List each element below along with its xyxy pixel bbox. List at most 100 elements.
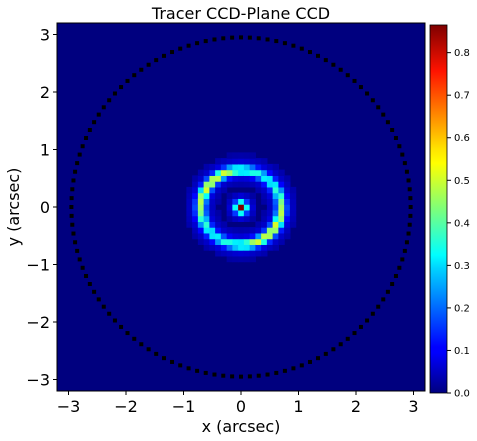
heatmap-pixel xyxy=(266,238,274,245)
heatmap-pixel xyxy=(261,192,268,199)
heatmap-pixel xyxy=(238,198,245,205)
mask-border-point xyxy=(178,46,183,51)
heatmap-pixel xyxy=(243,209,251,217)
mask-border-point xyxy=(71,178,76,183)
heatmap-pixel xyxy=(261,244,268,251)
heatmap-pixel xyxy=(232,255,239,263)
heatmap-pixel xyxy=(209,163,216,171)
heatmap-pixel xyxy=(289,221,297,228)
mask-border-point xyxy=(316,356,321,361)
heatmap-pixel xyxy=(255,169,262,176)
mask-border-point xyxy=(119,85,124,90)
heatmap-pixel xyxy=(192,227,199,234)
heatmap-pixel xyxy=(232,250,239,257)
heatmap-pixel xyxy=(243,232,251,240)
heatmap-pixel xyxy=(203,238,210,245)
heatmap-pixel xyxy=(215,221,222,228)
heatmap-pixel xyxy=(249,192,256,199)
heatmap-pixel xyxy=(197,192,205,199)
heatmap-pixel xyxy=(243,181,251,188)
heatmap-pixel xyxy=(197,181,205,188)
heatmap-pixel xyxy=(261,250,268,257)
heatmap-pixel xyxy=(272,238,279,245)
heatmap-pixel xyxy=(289,215,297,222)
x-tick-label: 1 xyxy=(293,397,303,416)
heatmap-pixel xyxy=(197,209,205,217)
colorbar-tick-label: 0.7 xyxy=(454,91,470,102)
heatmap-pixel xyxy=(261,163,268,171)
heatmap-pixel xyxy=(266,227,274,234)
mask-border-point xyxy=(77,257,82,262)
mask-border-point xyxy=(406,178,411,183)
mask-border-point xyxy=(70,187,75,192)
heatmap-pixel xyxy=(255,244,262,251)
heatmap-pixel xyxy=(261,227,268,234)
heatmap-pixel xyxy=(226,244,233,251)
colorbar-tick-label: 0.1 xyxy=(454,346,470,357)
heatmap-pixel xyxy=(266,215,274,222)
heatmap-pixel xyxy=(192,198,199,205)
mask-border-point xyxy=(146,62,151,67)
heatmap-pixel xyxy=(272,221,279,228)
heatmap-pixel xyxy=(272,204,279,211)
mask-border-point xyxy=(402,248,407,253)
heatmap-pixel xyxy=(203,186,210,194)
heatmap-pixel xyxy=(243,158,251,165)
colorbar-tick-label: 0.0 xyxy=(454,389,470,400)
heatmap-pixel xyxy=(266,232,274,240)
mask-border-point xyxy=(80,144,85,149)
heatmap-pixel xyxy=(284,204,291,211)
heatmap-pixel xyxy=(266,221,274,228)
heatmap-pixel xyxy=(284,198,291,205)
mask-border-point xyxy=(69,205,74,209)
mask-border-point xyxy=(92,289,97,294)
mask-border-point xyxy=(256,373,261,378)
heatmap-pixel xyxy=(243,163,251,171)
heatmap-pixel xyxy=(284,221,291,228)
heatmap-pixel xyxy=(278,181,285,188)
mask-border-point xyxy=(407,187,412,192)
heatmap-pixel xyxy=(226,232,233,240)
colorbar-tick-label: 0.6 xyxy=(454,133,470,144)
heatmap-pixel xyxy=(209,227,216,234)
heatmap-pixel xyxy=(220,221,228,228)
colorbar-tick-label: 0.5 xyxy=(454,176,470,187)
heatmap-pixel xyxy=(243,169,251,176)
heatmap-pixel xyxy=(238,209,245,217)
heatmap-pixel xyxy=(238,232,245,240)
mask-border-point xyxy=(195,368,200,373)
heatmap-pixel xyxy=(266,244,274,251)
mask-border-point xyxy=(402,161,407,166)
heatmap-pixel xyxy=(203,215,210,222)
heatmap-pixel xyxy=(215,169,222,176)
heatmap-pixel xyxy=(232,198,239,205)
heatmap-pixel xyxy=(220,227,228,234)
mask-border-point xyxy=(230,374,235,379)
mask-border-point xyxy=(381,297,386,302)
heatmap-pixel xyxy=(220,232,228,240)
colorbar-tick-label: 0.2 xyxy=(454,303,470,314)
mask-border-point xyxy=(146,347,151,352)
heatmap-pixel xyxy=(255,250,262,257)
heatmap-pixel xyxy=(203,244,210,251)
mask-border-point xyxy=(139,342,144,347)
mask-border-point xyxy=(80,265,85,270)
heatmap-pixel xyxy=(226,255,233,263)
heatmap-pixel xyxy=(226,227,233,234)
mask-border-point xyxy=(408,213,413,218)
heatmap-pixel xyxy=(197,204,205,211)
heatmap-pixel xyxy=(243,175,251,182)
mask-border-point xyxy=(282,368,287,373)
heatmap-pixel xyxy=(209,209,216,217)
heatmap-pixel xyxy=(209,192,216,199)
heatmap-pixel xyxy=(255,221,262,228)
mask-border-point xyxy=(323,58,328,63)
mask-border-point xyxy=(299,363,304,368)
heatmap-pixel xyxy=(215,163,222,171)
heatmap-pixel xyxy=(215,250,222,257)
mask-border-point xyxy=(265,372,270,377)
heatmap-pixel xyxy=(272,175,279,182)
mask-border-point xyxy=(299,46,304,51)
colorbar: 0.0 0.1 0.2 0.3 0.4 0.5 0.6 0.7 0.8 xyxy=(429,24,470,400)
heatmap-pixel xyxy=(238,192,245,199)
